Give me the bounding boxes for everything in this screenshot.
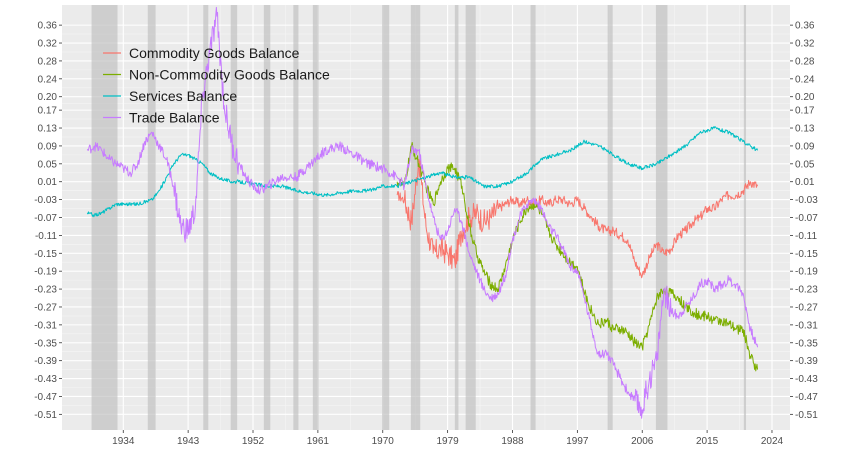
y-tick-label-right: -0.47 <box>795 392 818 403</box>
y-tick-label-right: 0.13 <box>795 124 815 135</box>
legend-label: Commodity Goods Balance <box>129 45 300 61</box>
y-tick-label-left: -0.23 <box>34 285 57 296</box>
y-tick-label-left: 0.36 <box>38 21 58 32</box>
y-tick-label-right: 0.01 <box>795 177 815 188</box>
y-tick-label-right: -0.11 <box>795 231 817 242</box>
series-lines <box>86 6 759 419</box>
recession-band <box>530 5 536 430</box>
y-tick-label-right: 0.24 <box>795 74 815 85</box>
y-tick-label-left: 0.13 <box>38 124 58 135</box>
x-tick-label: 1970 <box>372 436 395 447</box>
minor-gridlines <box>62 5 790 430</box>
y-tick-label-left: 0.05 <box>38 159 58 170</box>
y-tick-label-left: -0.31 <box>34 320 57 331</box>
legend: Commodity Goods Balance Non-Commodity Goo… <box>103 45 330 126</box>
y-tick-label-right: -0.23 <box>795 285 818 296</box>
y-tick-label-left: -0.47 <box>34 392 57 403</box>
recession-band <box>203 5 209 430</box>
recession-band <box>230 5 238 430</box>
recession-band <box>743 5 747 430</box>
y-tick-label-left: -0.03 <box>34 195 57 206</box>
y-tick-label-left: 0.32 <box>38 39 58 50</box>
y-tick-label-right: -0.51 <box>795 410 818 421</box>
y-tick-label-left: 0.20 <box>38 92 58 103</box>
y-tick-label-right: -0.15 <box>795 249 818 260</box>
x-tick-label: 1934 <box>112 436 135 447</box>
series-line-services-balance <box>86 126 759 218</box>
legend-label: Non-Commodity Goods Balance <box>129 67 330 83</box>
y-tick-label-right: 0.09 <box>795 141 815 152</box>
series-line-trade-balance <box>86 6 759 419</box>
x-tick-label: 1952 <box>242 436 265 447</box>
y-tick-label-right: 0.17 <box>795 106 815 117</box>
recession-band <box>465 5 476 430</box>
x-tick-label: 2006 <box>631 436 654 447</box>
y-tick-label-left: -0.07 <box>34 213 57 224</box>
recession-band <box>382 5 390 430</box>
x-tick-label: 1979 <box>436 436 459 447</box>
y-tick-label-right: 0.32 <box>795 39 815 50</box>
x-tick-label: 2024 <box>761 436 784 447</box>
y-tick-label-left: 0.09 <box>38 141 58 152</box>
y-tick-label-right: -0.27 <box>795 302 818 313</box>
x-tick-label: 1997 <box>566 436 589 447</box>
y-tick-label-left: -0.39 <box>34 356 57 367</box>
y-tick-label-left: -0.11 <box>35 231 57 242</box>
y-tick-label-right: 0.36 <box>795 21 815 32</box>
legend-label: Trade Balance <box>129 110 220 126</box>
series-line-non-commodity-goods-balance <box>396 142 759 372</box>
x-tick-label: 1943 <box>177 436 200 447</box>
y-tick-label-right: 0.05 <box>795 159 815 170</box>
y-tick-label-left: 0.17 <box>38 106 58 117</box>
recession-band <box>91 5 118 430</box>
x-tick-label: 1988 <box>501 436 524 447</box>
y-tick-label-left: 0.24 <box>38 74 58 85</box>
series-line-commodity-goods-balance <box>396 157 759 279</box>
recession-band <box>263 5 271 430</box>
y-tick-label-right: -0.03 <box>795 195 818 206</box>
y-tick-label-right: -0.35 <box>795 338 818 349</box>
recession-band <box>454 5 459 430</box>
recession-band <box>607 5 613 430</box>
y-tick-label-right: -0.31 <box>795 320 818 331</box>
y-tick-label-right: 0.28 <box>795 56 815 67</box>
x-tick-label: 1961 <box>307 436 330 447</box>
y-tick-label-right: -0.19 <box>795 267 818 278</box>
y-tick-label-right: 0.20 <box>795 92 815 103</box>
y-tick-label-left: -0.19 <box>34 267 57 278</box>
x-tick-label: 2015 <box>696 436 719 447</box>
y-tick-label-left: -0.15 <box>34 249 57 260</box>
y-tick-label-left: 0.01 <box>38 177 58 188</box>
y-tick-label-left: -0.35 <box>34 338 57 349</box>
y-tick-label-left: -0.51 <box>34 410 57 421</box>
y-tick-label-left: 0.28 <box>38 56 58 67</box>
recession-band <box>312 5 319 430</box>
y-tick-label-right: -0.39 <box>795 356 818 367</box>
y-axis-right: -0.51 -0.47 -0.43 -0.39 -0.35 -0.31 -0.27 -0.23… <box>790 21 818 421</box>
recession-shading <box>91 5 747 430</box>
legend-label: Services Balance <box>129 88 237 104</box>
y-tick-label-left: -0.27 <box>34 302 57 313</box>
recession-band <box>147 5 156 430</box>
x-axis: 1934 1943 1952 1961 1970 1979 1988 1997 2006 2015… <box>112 430 784 447</box>
y-tick-label-right: -0.07 <box>795 213 818 224</box>
y-tick-label-right: -0.43 <box>795 374 818 385</box>
y-axis-left: -0.51 -0.47 -0.43 -0.39 -0.35 -0.31 -0.27 -0.23… <box>34 21 62 421</box>
y-tick-label-left: -0.43 <box>34 374 57 385</box>
recession-band <box>655 5 668 430</box>
recession-band <box>410 5 421 430</box>
recession-band <box>293 5 299 430</box>
